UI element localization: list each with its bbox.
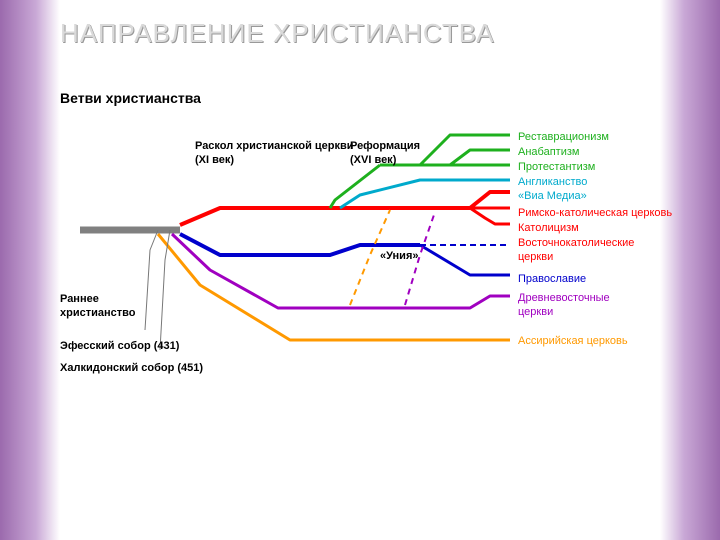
branch-path	[180, 208, 470, 225]
branch-path	[470, 208, 510, 224]
diagram-label: Католицизм	[518, 222, 579, 236]
diagram-label: Анабаптизм	[518, 146, 579, 160]
diagram-label: Халкидонский собор (451)	[60, 362, 203, 376]
diagram-label: Эфесский собор (431)	[60, 340, 179, 354]
branch-path	[470, 192, 510, 208]
diagram-label: Реставрационизм	[518, 131, 609, 145]
diagram-label: Православие	[518, 273, 586, 287]
diagram-label: «Уния»	[380, 250, 418, 264]
diagram-label: Протестантизм	[518, 161, 595, 175]
diagram-label: Древневосточныецеркви	[518, 292, 610, 320]
diagram-label: Реформация(XVI век)	[350, 140, 420, 168]
branch-path	[330, 165, 380, 208]
branch-path	[420, 245, 510, 275]
diagram-subtitle: Ветви христианства	[60, 90, 201, 106]
diagram-label: Ассирийская церковь	[518, 335, 628, 349]
diagram-label: Восточнокатолическиецеркви	[518, 237, 634, 265]
diagram-label: Англиканство«Виа Медиа»	[518, 176, 587, 204]
branch-path	[172, 234, 510, 308]
slide-title: НАПРАВЛЕНИЕ ХРИСТИАНСТВА	[60, 18, 495, 49]
branch-path	[145, 230, 158, 330]
diagram-label: Раннеехристианство	[60, 293, 135, 321]
diagram-label: Римско-католическая церковь	[518, 207, 672, 221]
diagram-label: Раскол христианской церкви(XI век)	[195, 140, 354, 168]
